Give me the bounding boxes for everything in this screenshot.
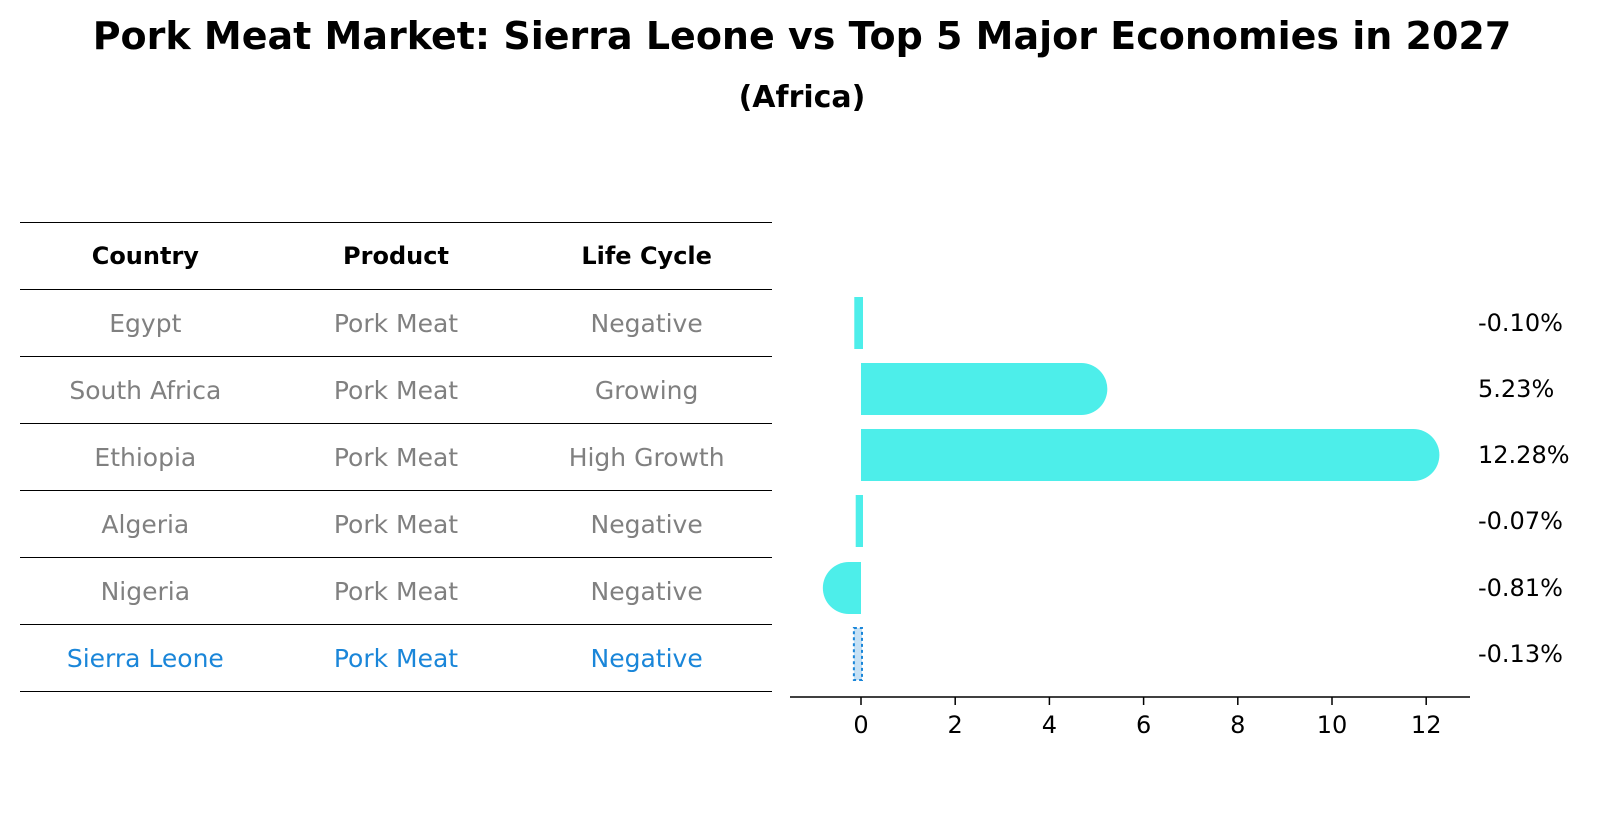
data-label: 12.28% <box>1478 441 1570 469</box>
cell-life-cycle: Growing <box>594 375 699 405</box>
cell-country: Egypt <box>109 308 182 338</box>
cell-product: Pork Meat <box>333 442 459 472</box>
cell-product: Pork Meat <box>333 576 459 606</box>
cell-life-cycle: Negative <box>590 509 703 539</box>
data-label: -0.07% <box>1478 507 1563 535</box>
x-tick-label: 6 <box>1136 711 1151 739</box>
cell-country: South Africa <box>69 375 222 405</box>
table-row: Egypt Pork Meat Negative <box>20 290 772 357</box>
data-label: -0.10% <box>1478 309 1563 337</box>
bar-algeria <box>855 495 863 547</box>
cell-life-cycle: Negative <box>590 643 703 673</box>
header-product: Product <box>343 242 449 270</box>
header-country: Country <box>91 242 199 270</box>
cell-product: Pork Meat <box>333 643 459 673</box>
data-label: -0.13% <box>1478 640 1563 668</box>
x-tick-label: 2 <box>948 711 963 739</box>
x-tick-label: 4 <box>1042 711 1057 739</box>
data-label: -0.81% <box>1478 574 1563 602</box>
cell-country: Ethiopia <box>94 442 197 472</box>
table-row: South Africa Pork Meat Growing <box>20 357 772 424</box>
data-label: 5.23% <box>1478 375 1554 403</box>
table-row: Algeria Pork Meat Negative <box>20 491 772 558</box>
cell-life-cycle: Negative <box>590 308 703 338</box>
x-tick-label: 10 <box>1317 711 1348 739</box>
cell-country: Sierra Leone <box>66 643 224 673</box>
header-life-cycle: Life Cycle <box>581 242 712 270</box>
chart-title: Pork Meat Market: Sierra Leone vs Top 5 … <box>92 14 1512 58</box>
cell-product: Pork Meat <box>333 375 459 405</box>
chart-subtitle: (Africa) <box>738 80 866 115</box>
table-row: Nigeria Pork Meat Negative <box>20 558 772 625</box>
cell-product: Pork Meat <box>333 509 459 539</box>
cell-country: Nigeria <box>100 576 191 606</box>
bar-egypt <box>854 297 863 349</box>
x-tick-label: 0 <box>853 711 868 739</box>
cell-country: Algeria <box>101 509 190 539</box>
cell-life-cycle: Negative <box>590 576 703 606</box>
table-header-row: Country Product Life Cycle <box>20 222 772 290</box>
bar-south-africa <box>861 363 1108 415</box>
data-table: Country Product Life Cycle Egypt Pork Me… <box>20 222 772 692</box>
cell-life-cycle: High Growth <box>568 442 725 472</box>
bar-nigeria <box>822 562 861 614</box>
bar-ethiopia <box>861 429 1440 481</box>
x-tick-label: 8 <box>1230 711 1245 739</box>
cell-product: Pork Meat <box>333 308 459 338</box>
table-row-highlight: Sierra Leone Pork Meat Negative <box>20 625 772 692</box>
table-row: Ethiopia Pork Meat High Growth <box>20 424 772 491</box>
bar-sierra-leone <box>852 627 864 681</box>
x-tick-label: 12 <box>1411 711 1442 739</box>
